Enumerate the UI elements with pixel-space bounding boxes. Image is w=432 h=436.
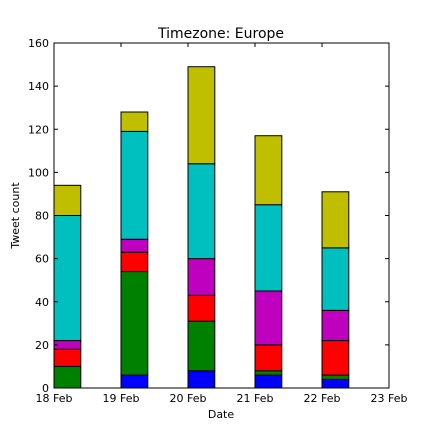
bar-segment bbox=[187, 320, 216, 372]
bar-segment bbox=[254, 135, 283, 206]
bar-segment bbox=[254, 370, 283, 376]
bar-segment bbox=[53, 365, 82, 389]
bar-segment bbox=[321, 374, 350, 380]
bar-segment bbox=[187, 294, 216, 322]
bar-segment bbox=[321, 309, 350, 342]
y-tick-label: 0 bbox=[42, 382, 49, 395]
bar-segment bbox=[53, 340, 82, 350]
x-ticks: 18 Feb 19 Feb 20 Feb 21 Feb 22 Feb 23 Feb bbox=[36, 43, 408, 405]
bar-segment bbox=[321, 247, 350, 311]
x-tick-label: 21 Feb bbox=[237, 392, 274, 405]
y-tick-label: 160 bbox=[28, 37, 49, 50]
bar-segment bbox=[254, 290, 283, 346]
bar-segment bbox=[254, 344, 283, 372]
y-tick-label: 80 bbox=[35, 210, 49, 223]
bar-segment bbox=[187, 66, 216, 165]
bar-segment bbox=[254, 204, 283, 292]
x-tick-label: 23 Feb bbox=[371, 392, 408, 405]
bar-segment bbox=[120, 251, 149, 273]
bar-segment bbox=[187, 258, 216, 296]
bar-segment bbox=[120, 271, 149, 376]
bar-segment bbox=[187, 370, 216, 389]
bars-layer bbox=[53, 66, 350, 389]
bar-segment bbox=[254, 374, 283, 389]
bar-segment bbox=[120, 238, 149, 253]
x-tick-label: 19 Feb bbox=[103, 392, 140, 405]
y-tick-label: 140 bbox=[28, 80, 49, 93]
bar-segment bbox=[321, 340, 350, 376]
bar-segment bbox=[187, 163, 216, 260]
x-tick-label: 22 Feb bbox=[304, 392, 341, 405]
x-axis-label: Date bbox=[208, 408, 235, 421]
y-axis-label: Tweet count bbox=[9, 182, 22, 250]
bar-segment bbox=[53, 348, 82, 367]
bar-segment bbox=[120, 130, 149, 240]
bar-segment bbox=[120, 374, 149, 389]
chart-title: Timezone: Europe bbox=[157, 26, 284, 42]
bar-segment bbox=[120, 111, 149, 132]
bar-segment bbox=[53, 215, 82, 342]
bar-segment bbox=[53, 184, 82, 216]
bar-segment bbox=[321, 378, 350, 389]
y-tick-label: 100 bbox=[28, 166, 49, 179]
x-tick-label: 20 Feb bbox=[170, 392, 207, 405]
x-tick-label: 18 Feb bbox=[36, 392, 73, 405]
y-tick-label: 60 bbox=[35, 253, 49, 266]
y-tick-label: 120 bbox=[28, 123, 49, 136]
y-ticks: 0 20 40 60 80 100 120 140 160 bbox=[28, 37, 389, 395]
bar-segment bbox=[321, 191, 350, 249]
y-tick-label: 20 bbox=[35, 339, 49, 352]
plot-frame bbox=[53, 42, 390, 389]
y-tick-label: 40 bbox=[35, 296, 49, 309]
